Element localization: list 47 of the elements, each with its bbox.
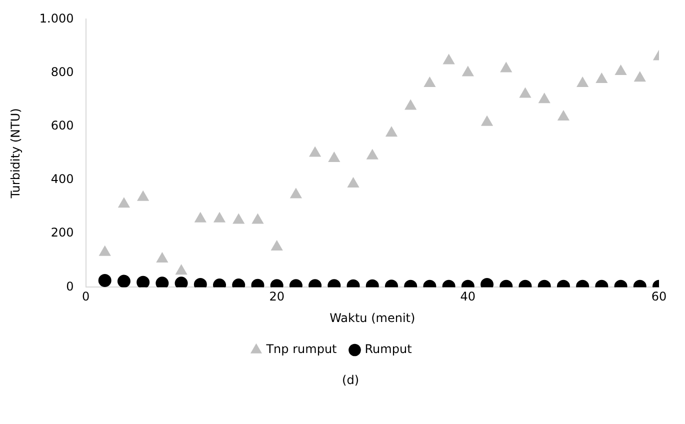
point: [194, 212, 206, 222]
legend-label: Tnp rumput: [265, 342, 338, 356]
y-tick-label: 200: [50, 226, 74, 240]
point: [309, 146, 321, 157]
x-tick-label: 0: [82, 290, 90, 304]
point: [136, 276, 150, 288]
point: [424, 77, 436, 88]
point: [404, 100, 416, 110]
point: [290, 188, 302, 198]
point: [214, 212, 226, 222]
y-tick-label: 1.000: [39, 11, 74, 26]
point: [558, 110, 570, 121]
point: [176, 264, 187, 275]
point: [634, 72, 646, 82]
x-tick-label: 20: [269, 290, 284, 304]
point: [500, 62, 512, 72]
point: [99, 246, 111, 256]
point: [118, 198, 130, 208]
y-tick-label: 600: [50, 118, 74, 133]
point: [174, 276, 188, 288]
y-tick-label: 0: [66, 279, 74, 294]
y-tick-label: 800: [50, 64, 74, 79]
point: [366, 149, 378, 160]
legend-label: Rumput: [364, 342, 412, 356]
x-axis-title: Waktu (menit): [330, 310, 416, 325]
point: [348, 178, 359, 188]
point: [576, 77, 588, 88]
point: [232, 214, 244, 224]
point: [328, 152, 340, 162]
point: [615, 64, 626, 75]
point: [156, 276, 169, 288]
x-tick-label: 40: [460, 290, 476, 304]
y-axis-title: Turbidity (NTU): [8, 108, 22, 200]
point: [481, 116, 493, 126]
point: [271, 240, 283, 250]
point: [520, 88, 531, 98]
point: [443, 54, 455, 64]
point: [462, 66, 474, 76]
point: [252, 214, 264, 224]
x-tick-label: 60: [651, 290, 667, 304]
y-tick-label: 400: [50, 172, 74, 186]
point: [596, 73, 608, 83]
point: [538, 93, 550, 104]
text: (d): [342, 373, 359, 388]
point: [137, 190, 149, 201]
point: [386, 126, 398, 137]
point: [156, 252, 168, 263]
